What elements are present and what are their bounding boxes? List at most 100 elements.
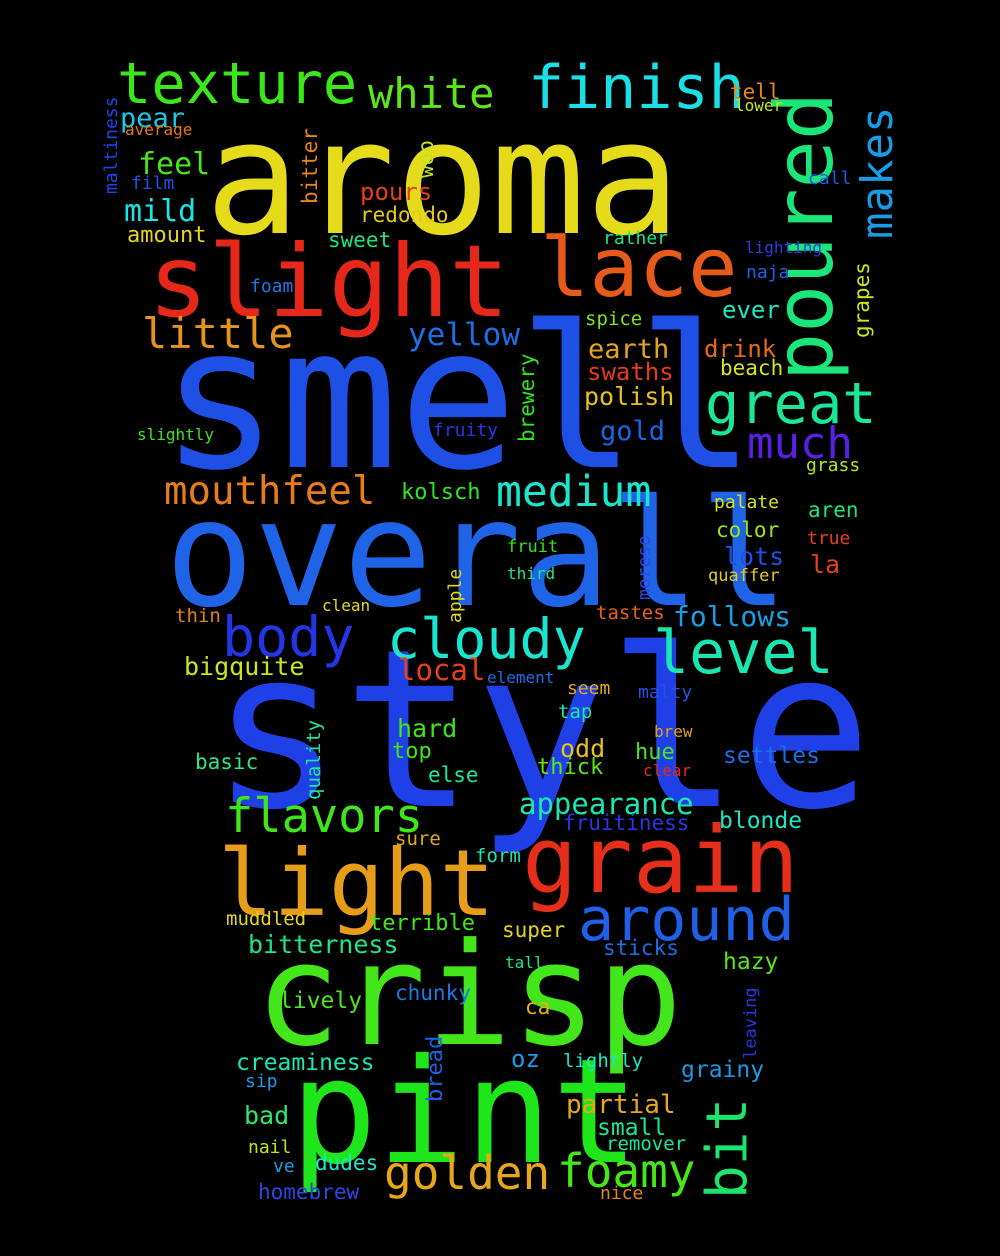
word-clear: clear	[643, 761, 692, 780]
word-local: local	[398, 653, 486, 687]
word-leaving: leaving	[741, 987, 761, 1059]
word-tall: tall	[505, 953, 544, 972]
word-maltiness: maltiness	[101, 96, 122, 194]
word-true: true	[807, 528, 851, 549]
word-average: average	[125, 120, 193, 139]
word-nice: nice	[600, 1183, 644, 1204]
word-brew: brew	[654, 722, 693, 741]
word-overall: overall	[165, 468, 789, 640]
word-sweet: sweet	[328, 228, 392, 252]
word-bitter: bitter	[298, 128, 322, 204]
word-finish: finish	[528, 53, 745, 123]
word-lower: lower	[735, 96, 784, 115]
word-element: element	[487, 668, 555, 687]
word-light: light	[218, 830, 495, 937]
word-amount: amount	[127, 223, 207, 248]
word-lightly: lightly	[563, 1050, 644, 1072]
word-partial: partial	[566, 1090, 676, 1120]
word-yellow: yellow	[408, 317, 520, 353]
word-grainy: grainy	[681, 1057, 765, 1083]
word-ca: ca	[525, 995, 551, 1019]
word-color: color	[716, 518, 780, 542]
word-grain: grain	[522, 807, 799, 914]
word-flavors: flavors	[225, 789, 424, 844]
word-tastes: tastes	[596, 602, 665, 624]
word-pours: pours	[360, 178, 433, 206]
word-aroma: aroma	[205, 87, 681, 271]
word-bit: bit	[695, 1097, 760, 1199]
word-thick: thick	[537, 755, 604, 780]
word-foam: foam	[250, 276, 294, 297]
word-mouthfeel: mouthfeel	[164, 469, 376, 514]
word-makes: makes	[852, 106, 903, 239]
word-fruit: fruit	[507, 537, 559, 557]
word-top: top	[392, 739, 432, 764]
word-slightly: slightly	[137, 425, 215, 444]
word-fruity: fruity	[433, 420, 499, 441]
word-body: body	[222, 605, 355, 669]
word-aren: aren	[808, 498, 859, 522]
word-nail: nail	[248, 1137, 292, 1158]
word-white: white	[368, 69, 495, 118]
word-fruitiness: fruitiness	[563, 811, 690, 835]
word-bigquite: bigquite	[184, 652, 305, 681]
word-form: form	[475, 845, 521, 867]
word-moreso: moreso	[634, 534, 655, 600]
word-earth: earth	[588, 334, 670, 365]
word-appearance: appearance	[519, 787, 694, 821]
word-follows: follows	[673, 600, 792, 633]
word-much: much	[747, 418, 853, 469]
word-rather: rather	[603, 228, 669, 249]
word-dudes: dudes	[315, 1151, 379, 1175]
word-quality: quality	[303, 719, 325, 800]
word-crisp: crisp	[255, 913, 683, 1078]
word-pear: pear	[120, 103, 186, 134]
word-tap: tap	[558, 701, 593, 723]
word-hazy: hazy	[723, 949, 779, 975]
word-woo: woo	[414, 140, 438, 178]
word-bad: bad	[244, 1101, 290, 1130]
word-naja: naja	[746, 262, 790, 283]
word-great: great	[705, 371, 877, 437]
word-palate: palate	[714, 492, 780, 513]
word-cloudy: cloudy	[387, 607, 586, 671]
word-polish: polish	[584, 382, 675, 411]
word-pint: pint	[290, 1028, 640, 1197]
word-little: little	[142, 309, 294, 358]
word-lace: lace	[540, 221, 738, 316]
word-ever: ever	[722, 296, 780, 324]
word-lively: lively	[279, 988, 363, 1014]
word-malty: malty	[638, 682, 693, 703]
word-settles: settles	[723, 743, 820, 769]
word-call: call	[808, 168, 852, 189]
word-sure: sure	[395, 828, 441, 850]
word-small: small	[597, 1115, 667, 1141]
word-seem: seem	[567, 678, 611, 699]
word-kolsch: kolsch	[401, 480, 481, 505]
word-grass: grass	[806, 455, 861, 476]
word-grapes: grapes	[850, 262, 874, 338]
word-swaths: swaths	[587, 358, 674, 386]
word-feel: feel	[138, 147, 211, 182]
word-lighting: lighting	[745, 238, 823, 257]
word-terrible: terrible	[369, 911, 475, 936]
word-redondo: redondo	[360, 203, 449, 227]
word-creaminess: creaminess	[236, 1050, 375, 1076]
word-hard: hard	[397, 714, 458, 743]
word-super: super	[502, 918, 566, 942]
word-chunky: chunky	[395, 981, 471, 1005]
word-blonde: blonde	[719, 808, 803, 834]
word-lots: lots	[724, 542, 785, 571]
word-golden: golden	[384, 1146, 551, 1200]
word-third: third	[507, 564, 556, 583]
word-odd: odd	[560, 734, 606, 763]
word-oz: oz	[511, 1045, 540, 1073]
word-brewery: brewery	[515, 353, 539, 442]
word-basic: basic	[195, 750, 259, 774]
word-bread: bread	[423, 1035, 448, 1102]
word-thin: thin	[175, 605, 221, 627]
word-beach: beach	[720, 356, 784, 380]
word-drink: drink	[704, 335, 777, 363]
word-smell: smell	[160, 283, 757, 514]
